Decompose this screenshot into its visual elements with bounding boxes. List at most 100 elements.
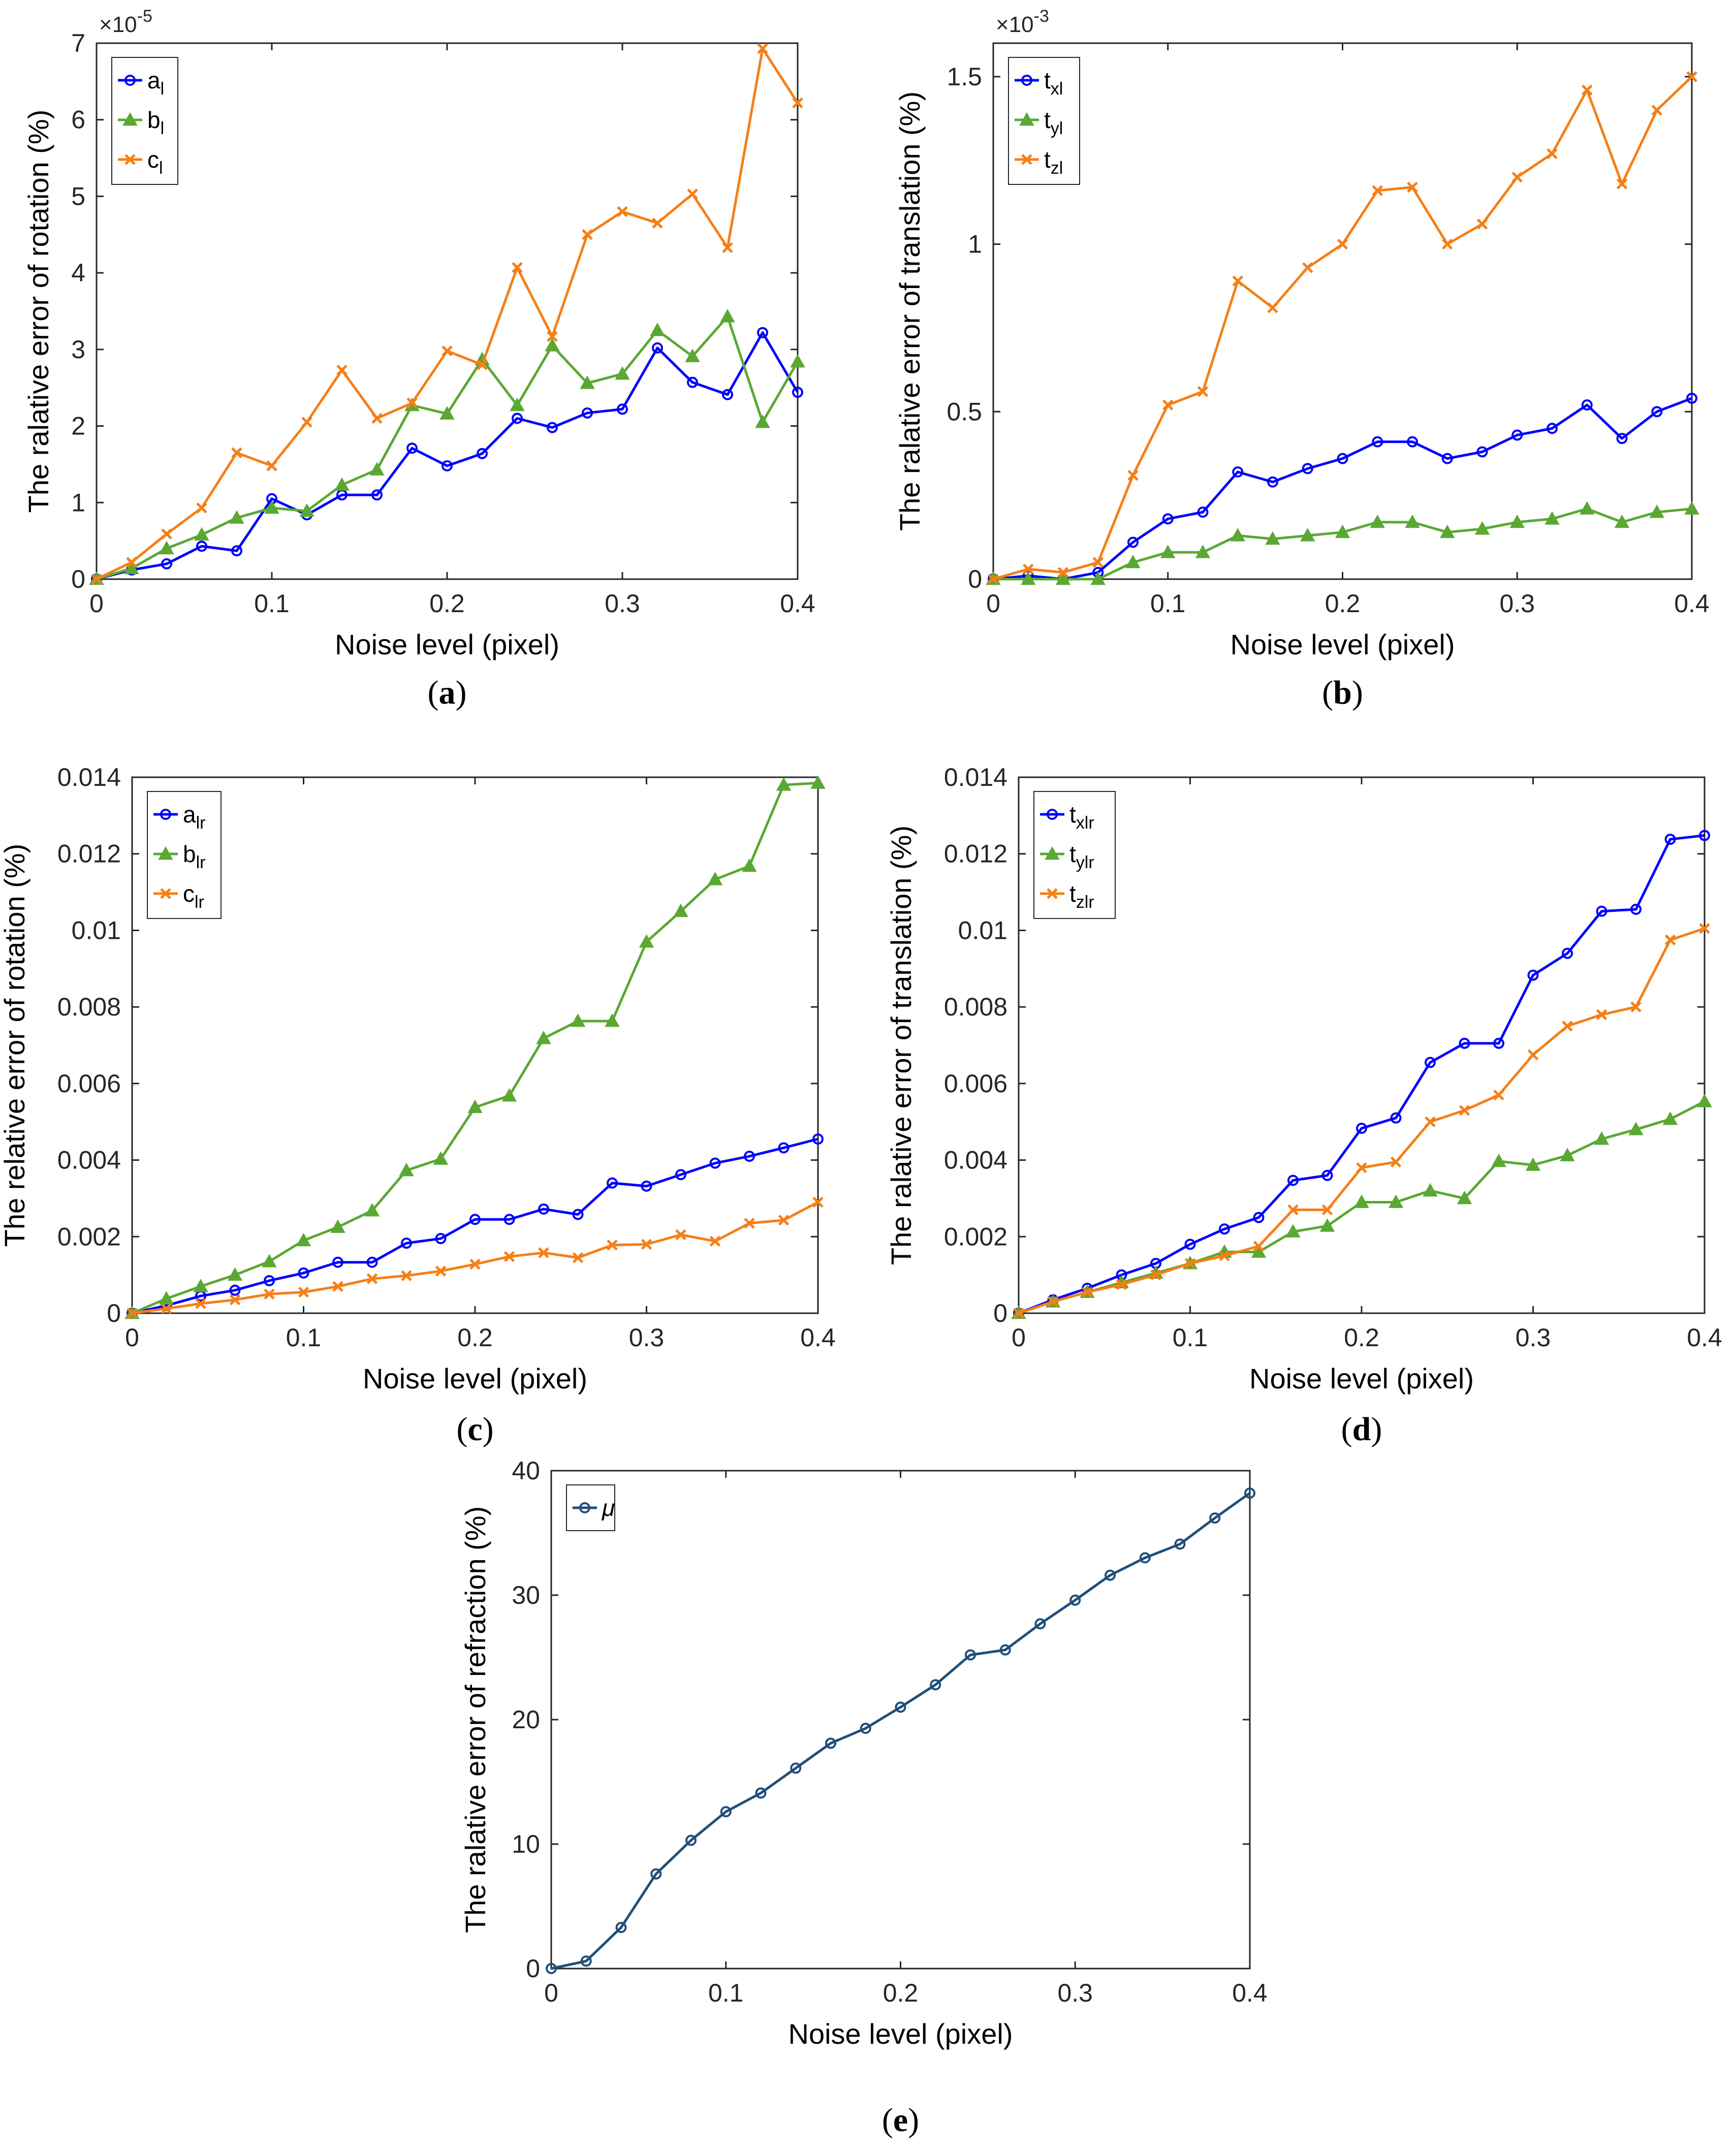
data-point <box>193 1279 208 1292</box>
axis-exponent-base: ×10 <box>99 12 137 37</box>
data-point <box>1509 514 1525 528</box>
data-point <box>1160 545 1176 558</box>
data-point <box>264 1288 275 1300</box>
data-point <box>161 1303 172 1314</box>
data-point <box>722 242 733 253</box>
panel-a: 0 0.1 0.2 0.3 0.4 0 1 2 3 4 5 6 7 ×10-5 Noise level (p… <box>22 7 815 711</box>
data-point <box>1139 1552 1151 1564</box>
data-point <box>605 1013 620 1027</box>
data-point <box>1616 178 1628 189</box>
data-point <box>1321 1169 1333 1181</box>
legend-label: tylr <box>1069 841 1094 872</box>
panel-e: 0 0.1 0.2 0.3 0.4 0 10 20 30 40 Noise level (pixel… <box>459 1456 1268 2139</box>
data-point <box>687 188 698 200</box>
data-point <box>467 1099 483 1113</box>
data-point <box>965 1649 976 1661</box>
y-tick-label: 0 <box>993 1299 1007 1327</box>
panel-d-ylabel: The ralative error of translation (%) <box>885 826 917 1265</box>
legend-label-name: c <box>147 146 159 173</box>
data-point <box>503 1214 515 1225</box>
data-point <box>825 1737 836 1749</box>
data-point <box>778 1142 790 1154</box>
panel-c: 0 0.1 0.2 0.3 0.4 0 0.002 0.004 0.006 0.008 0.01 0.… <box>0 763 836 1448</box>
data-point <box>1476 446 1488 458</box>
y-tick-label: 0.01 <box>72 916 121 944</box>
data-point <box>334 477 350 491</box>
legend-label-name: t <box>1069 801 1076 828</box>
data-point <box>1441 453 1453 464</box>
data-point <box>1425 1116 1436 1127</box>
data-point <box>1581 399 1593 411</box>
data-point <box>570 1013 586 1027</box>
y-tick-label: 0.004 <box>57 1146 121 1175</box>
legend-label: tzl <box>1044 146 1063 178</box>
legend-label-name: b <box>183 841 196 867</box>
y-tick-label: 0 <box>526 1954 540 1983</box>
data-point <box>366 1256 378 1268</box>
series-tyl <box>986 501 1699 585</box>
data-point <box>469 1258 481 1270</box>
data-point <box>776 777 792 791</box>
y-tick-label: 0.002 <box>944 1222 1007 1251</box>
data-point <box>1116 1279 1127 1290</box>
data-point <box>1105 1569 1116 1581</box>
data-point <box>641 1180 652 1192</box>
data-point <box>406 397 418 409</box>
data-point <box>988 574 999 585</box>
x-tick-label: 0.4 <box>780 589 815 618</box>
y-tick-label: 0.01 <box>958 916 1007 944</box>
data-point <box>1405 514 1420 528</box>
panel-d-xlabel: Noise level (pixel) <box>1249 1362 1474 1394</box>
data-point <box>546 1963 557 1974</box>
data-point <box>1372 436 1383 448</box>
data-point <box>91 574 102 585</box>
x-tick-label: 0 <box>1012 1323 1026 1352</box>
data-point <box>1047 1296 1059 1308</box>
data-point <box>1267 476 1278 488</box>
x-tick-label: 0.3 <box>1516 1323 1551 1352</box>
data-point <box>1055 571 1071 585</box>
data-point <box>538 1203 549 1215</box>
data-point <box>301 417 312 428</box>
legend-marker <box>160 809 171 820</box>
y-tick-label: 0.014 <box>57 763 121 791</box>
data-point <box>1686 71 1697 82</box>
data-point <box>572 1209 584 1220</box>
data-point <box>1699 923 1710 934</box>
x-tick-label: 0.3 <box>629 1323 665 1352</box>
y-tick-label: 2 <box>71 412 85 440</box>
data-point <box>641 1239 652 1250</box>
x-tick-label: 0.2 <box>429 589 465 618</box>
y-tick-label: 5 <box>71 182 85 210</box>
series-clr <box>127 1196 824 1319</box>
data-point <box>1544 511 1560 525</box>
legend-label-sub: lr <box>196 853 206 872</box>
data-point <box>161 558 172 569</box>
y-tick-label: 20 <box>512 1705 540 1734</box>
data-point <box>1474 521 1490 535</box>
legend-label-sub: l <box>161 79 165 99</box>
data-point <box>229 1284 241 1296</box>
x-tick-label: 0.3 <box>1057 1979 1093 2007</box>
x-tick-label: 0.4 <box>1232 1979 1268 2007</box>
legend-label-sub: ylr <box>1076 853 1094 872</box>
axis-exponent-base: ×10 <box>996 12 1034 37</box>
data-point <box>1649 504 1664 518</box>
data-point <box>572 1252 584 1263</box>
data-point <box>266 460 277 471</box>
data-point <box>536 1030 551 1044</box>
data-point <box>895 1701 906 1713</box>
data-point <box>1581 84 1593 96</box>
data-point <box>1596 1009 1607 1020</box>
x-tick-label: 0.2 <box>457 1323 493 1352</box>
data-point <box>1651 105 1663 116</box>
data-point <box>264 1275 275 1286</box>
data-point <box>1219 1250 1230 1261</box>
data-point <box>722 389 733 400</box>
data-point <box>1069 1594 1081 1606</box>
legend-label-name: a <box>147 67 161 93</box>
panel-b-ylabel: The ralative error of translation (%) <box>894 91 926 531</box>
legend-label-name: b <box>147 107 161 133</box>
legend-label: txl <box>1044 67 1063 99</box>
